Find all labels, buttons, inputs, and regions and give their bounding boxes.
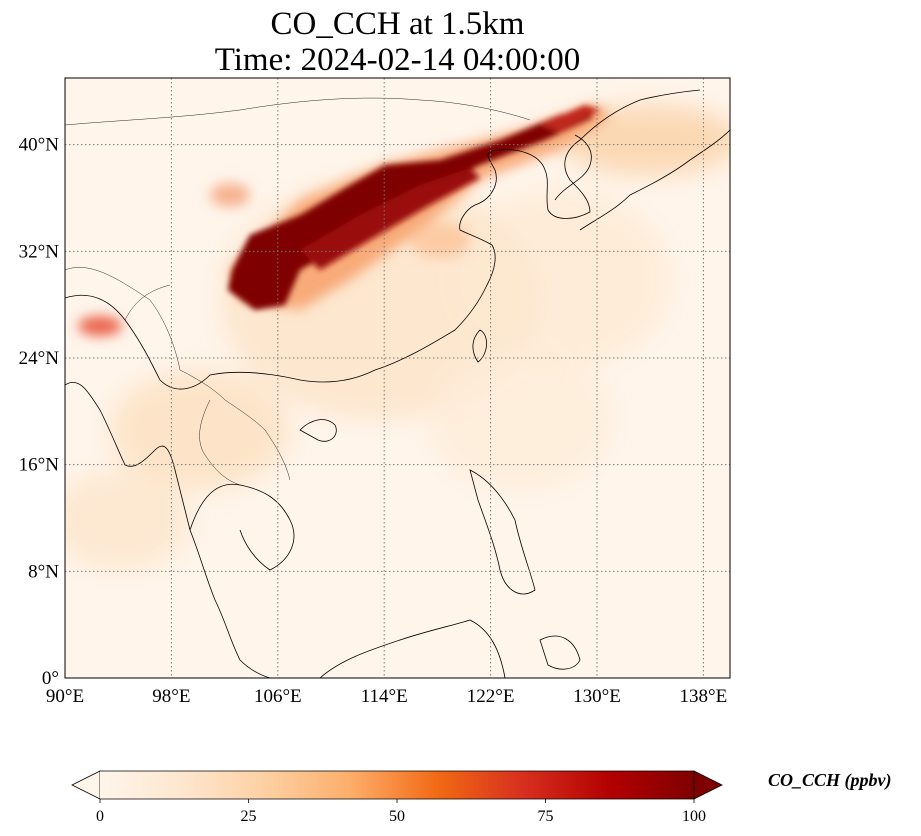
lat-tick-label: 8°N [28,561,59,582]
colorbar-tick-label: 75 [538,808,554,825]
colorbar-gradient [100,771,694,799]
colorbar-tick-label: 25 [241,808,257,825]
plume-core [228,105,600,310]
map-subtitle-time: Time: 2024-02-14 04:00:00 [214,42,581,78]
gridlines [65,78,730,678]
lon-tick-label: 130°E [573,686,621,707]
lon-tick-label: 90°E [46,686,84,707]
colorbar-extend-max [693,770,723,800]
lon-tick-label: 98°E [152,686,190,707]
lon-tick-label: 122°E [467,686,515,707]
lat-tick-label: 32°N [19,241,60,262]
lon-tick-label: 106°E [254,686,302,707]
coastlines [65,89,730,678]
colorbar: 0 25 50 75 100 [71,770,723,825]
lat-tick-label: 0° [42,668,59,689]
colorbar-label: CO_CCH (ppbv) [768,770,892,790]
lon-tick-labels: 90°E 98°E 106°E 114°E 122°E 130°E 138°E [46,686,727,707]
country-borders [65,97,531,486]
lat-tick-label: 24°N [19,348,60,369]
concentration-field [65,78,730,678]
map-title: CO_CCH at 1.5km [270,6,525,42]
colorbar-extend-min [71,770,101,800]
lon-tick-label: 114°E [361,686,408,707]
colorbar-tick-label: 50 [389,808,405,825]
lon-tick-label: 138°E [680,686,728,707]
colorbar-ticks: 0 25 50 75 100 [96,799,706,825]
lat-tick-label: 16°N [19,455,60,476]
colorbar-tick-label: 0 [96,808,104,825]
lat-tick-labels: 0° 8°N 16°N 24°N 32°N 40°N [19,135,60,689]
lat-tick-label: 40°N [19,135,60,156]
colorbar-tick-label: 100 [682,808,706,825]
map-frame [64,77,731,679]
